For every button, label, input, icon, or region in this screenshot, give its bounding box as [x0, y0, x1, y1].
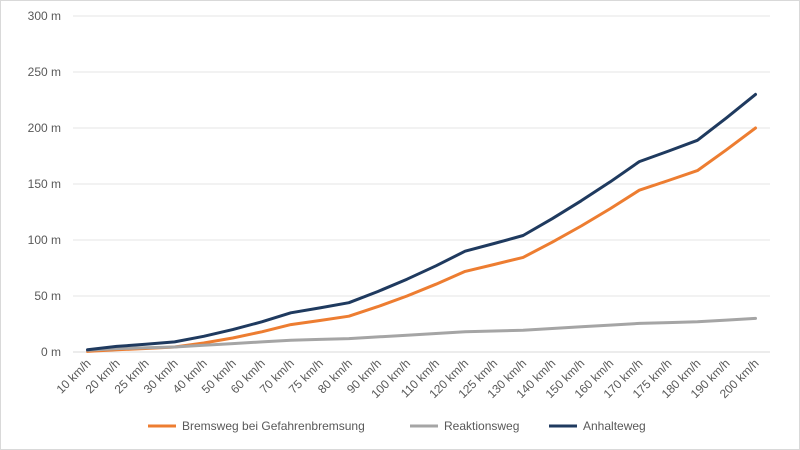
y-axis-ticks: 0 m 50 m 100 m 150 m 200 m 250 m 300 m: [28, 9, 61, 359]
gridlines: [73, 15, 770, 353]
series-line: [86, 92, 757, 352]
y-tick-label: 150 m: [28, 177, 61, 191]
legend-label: Bremsweg bei Gefahrenbremsung: [182, 419, 365, 433]
y-tick-label: 0 m: [41, 345, 61, 359]
y-tick-label: 200 m: [28, 121, 61, 135]
y-tick-label: 100 m: [28, 233, 61, 247]
legend-label: Anhalteweg: [583, 419, 646, 433]
series-line: [86, 316, 757, 352]
legend-label: Reaktionsweg: [444, 419, 519, 433]
y-tick-label: 50 m: [34, 289, 61, 303]
legend: Bremsweg bei Gefahrenbremsung Reaktionswe…: [148, 419, 646, 433]
y-tick-label: 300 m: [28, 9, 61, 23]
series-line: [86, 126, 757, 353]
x-axis-ticks: 10 km/h20 km/h25 km/h30 km/h40 km/h50 km…: [54, 356, 762, 401]
y-tick-label: 250 m: [28, 65, 61, 79]
series-lines: [86, 92, 757, 353]
